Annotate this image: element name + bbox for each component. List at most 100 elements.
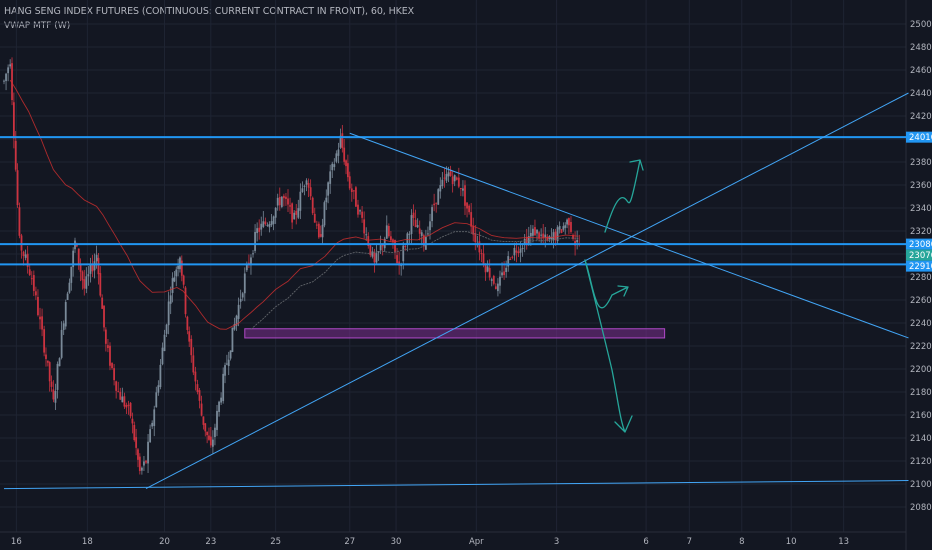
candle: [66, 293, 69, 300]
candle: [317, 223, 320, 238]
support-zone[interactable]: [244, 328, 666, 339]
candle: [540, 234, 543, 236]
candle: [222, 373, 225, 402]
indicator-label: VWAP MTF (W): [4, 21, 71, 31]
candle: [297, 208, 300, 218]
trendline[interactable]: [145, 92, 909, 490]
y-tick-label: 23800: [910, 158, 932, 168]
candle: [303, 185, 306, 187]
candle: [348, 176, 351, 189]
candle: [194, 371, 197, 382]
candle: [313, 213, 316, 223]
y-tick-label: 22400: [910, 319, 932, 329]
candle: [387, 225, 390, 237]
candle: [239, 298, 242, 302]
candle: [478, 241, 481, 253]
candle: [250, 257, 252, 266]
candle: [437, 189, 440, 205]
candle: [321, 224, 324, 238]
projection-arrow[interactable]: [584, 259, 633, 433]
candle: [482, 253, 485, 265]
x-tick-label: Apr: [469, 537, 484, 547]
price-axis-label: [906, 131, 932, 143]
candle: [235, 315, 238, 326]
candle: [295, 210, 298, 215]
candle: [331, 163, 334, 171]
candle: [216, 410, 218, 430]
candle: [16, 170, 19, 206]
x-tick-label: 23: [205, 537, 216, 547]
candle: [455, 177, 458, 180]
candle: [95, 254, 98, 262]
candle: [345, 160, 347, 167]
candle: [534, 227, 536, 236]
candle: [149, 429, 152, 443]
candle: [562, 226, 565, 230]
candle: [45, 354, 47, 359]
candle: [186, 316, 189, 330]
candle: [159, 364, 162, 388]
candle: [486, 266, 489, 272]
price-axis-label-text: 22910: [909, 262, 932, 272]
candle: [507, 256, 510, 267]
y-tick-label: 22600: [910, 296, 932, 306]
candle: [311, 197, 314, 214]
candle: [145, 460, 147, 463]
candle: [5, 73, 7, 82]
candle: [184, 287, 187, 315]
y-tick-label: 22200: [910, 342, 932, 352]
candle: [241, 293, 244, 298]
candle: [22, 251, 25, 257]
vwap-line: [9, 79, 579, 330]
candle: [418, 228, 421, 234]
candle: [200, 403, 203, 416]
candle: [435, 202, 438, 204]
trendline[interactable]: [349, 132, 909, 339]
candle: [12, 102, 15, 139]
candle: [309, 187, 312, 197]
candle: [293, 212, 296, 220]
candle: [77, 248, 80, 264]
candle: [410, 215, 413, 234]
candle: [135, 437, 138, 448]
price-axis-label-text: 23076: [909, 251, 932, 261]
candle: [46, 360, 49, 363]
candle: [274, 207, 277, 218]
trendline[interactable]: [3, 480, 909, 490]
candle: [414, 219, 417, 228]
candle: [30, 278, 33, 280]
y-tick-label: 25000: [910, 20, 932, 30]
candle: [373, 251, 376, 263]
candle: [252, 253, 254, 255]
candle: [165, 324, 168, 334]
candle: [307, 182, 310, 188]
candle: [91, 264, 94, 272]
candle: [231, 327, 234, 352]
candle: [468, 205, 471, 213]
candle: [7, 67, 10, 74]
candle: [505, 267, 508, 272]
candle: [363, 219, 366, 234]
candle: [459, 188, 462, 190]
candle: [56, 363, 59, 390]
candle: [113, 368, 116, 381]
candle: [422, 235, 425, 247]
price-axis-label-text: 24016: [909, 133, 932, 143]
candle: [268, 224, 271, 228]
candle: [50, 381, 53, 387]
candle: [72, 250, 75, 268]
candle: [198, 390, 201, 401]
projection-arrow[interactable]: [604, 159, 644, 233]
candle: [513, 247, 516, 256]
y-tick-label: 23200: [910, 227, 932, 237]
candle: [58, 358, 61, 367]
candle: [68, 282, 71, 293]
candle: [48, 362, 51, 382]
candle: [204, 423, 207, 432]
candle: [346, 163, 349, 178]
x-tick-label: 7: [687, 537, 692, 547]
candle: [39, 316, 41, 320]
y-tick-label: 24800: [910, 43, 932, 53]
candle: [538, 232, 540, 239]
